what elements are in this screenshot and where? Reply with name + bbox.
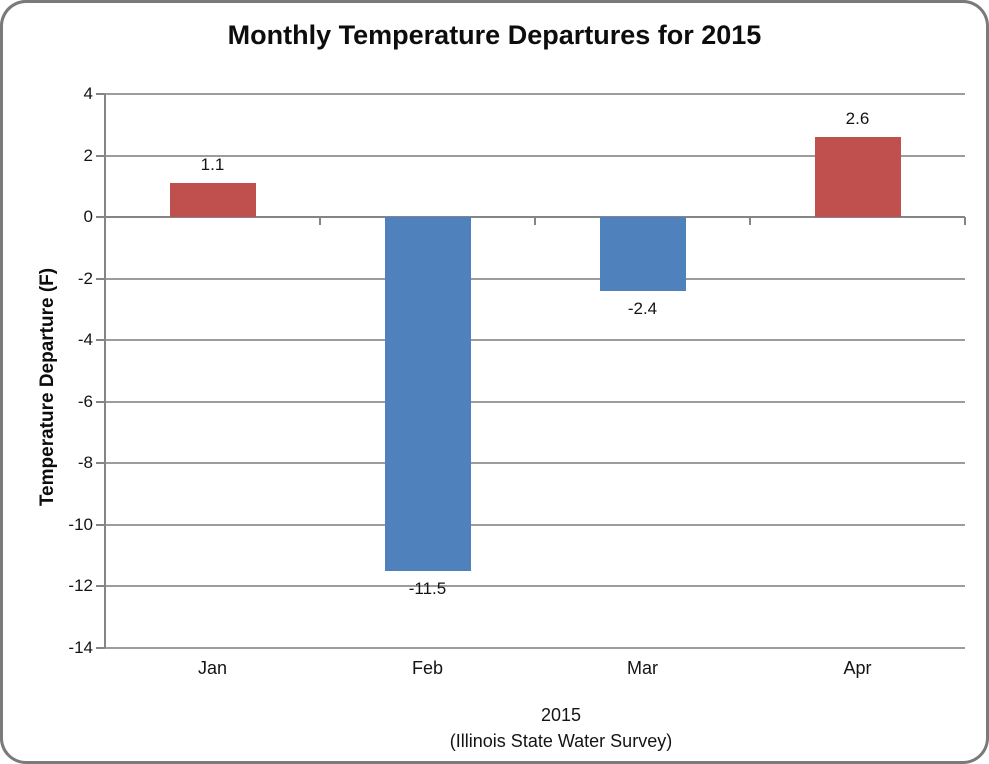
y-gridline <box>105 462 965 465</box>
x-axis-tick <box>534 217 536 226</box>
bar-value-label: 2.6 <box>845 109 870 129</box>
y-axis-tick <box>96 647 105 649</box>
bar-value-label: -2.4 <box>627 298 658 318</box>
x-axis-title: 2015 (Illinois State Water Survey) <box>381 702 741 754</box>
bar-feb <box>384 217 471 572</box>
y-axis-line <box>104 94 106 648</box>
y-gridline <box>105 154 965 157</box>
bar-value-label: -11.5 <box>408 579 447 599</box>
y-axis-tick <box>96 462 105 465</box>
y-gridline <box>105 400 965 403</box>
y-tick-label: 4 <box>83 84 93 103</box>
y-gridline <box>105 277 965 280</box>
bar-value-label: 1.1 <box>200 155 225 175</box>
x-axis-tick <box>749 217 751 226</box>
x-axis-title-line1: 2015 <box>540 705 582 725</box>
y-axis-tick <box>96 400 105 403</box>
x-category-label: Apr <box>843 658 872 678</box>
y-tick-label: -6 <box>77 391 93 411</box>
y-tick-label: -8 <box>77 453 93 473</box>
y-axis-tick <box>96 339 105 342</box>
y-axis-tick <box>96 277 105 280</box>
x-category-label: Jan <box>197 658 228 678</box>
y-gridline <box>105 339 965 342</box>
bar-mar <box>599 217 686 291</box>
chart-title: Monthly Temperature Departures for 2015 <box>227 20 762 50</box>
y-tick-label: 2 <box>83 145 93 165</box>
y-gridline <box>105 523 965 526</box>
y-axis-tick <box>96 93 105 95</box>
y-gridline <box>105 585 965 588</box>
y-gridline <box>105 93 965 95</box>
x-axis-tick <box>964 217 966 226</box>
y-axis-tick <box>96 523 105 526</box>
x-category-label: Feb <box>411 658 444 678</box>
x-axis-title-line2: (Illinois State Water Survey) <box>449 731 673 751</box>
y-tick-label: -12 <box>68 576 93 596</box>
bar-jan <box>169 183 256 218</box>
x-axis-tick <box>104 217 106 226</box>
y-tick-label: -2 <box>77 268 93 288</box>
y-tick-label: -4 <box>77 330 93 350</box>
y-axis-tick <box>96 154 105 157</box>
x-category-label: Mar <box>627 658 658 678</box>
x-axis-tick <box>319 217 321 226</box>
y-tick-label: -14 <box>68 638 93 657</box>
y-axis-tick <box>96 585 105 588</box>
y-tick-label: 0 <box>83 207 93 227</box>
y-tick-label: -10 <box>68 514 93 534</box>
y-gridline <box>105 647 965 649</box>
y-axis-tick <box>96 216 105 219</box>
bar-apr <box>814 137 901 218</box>
